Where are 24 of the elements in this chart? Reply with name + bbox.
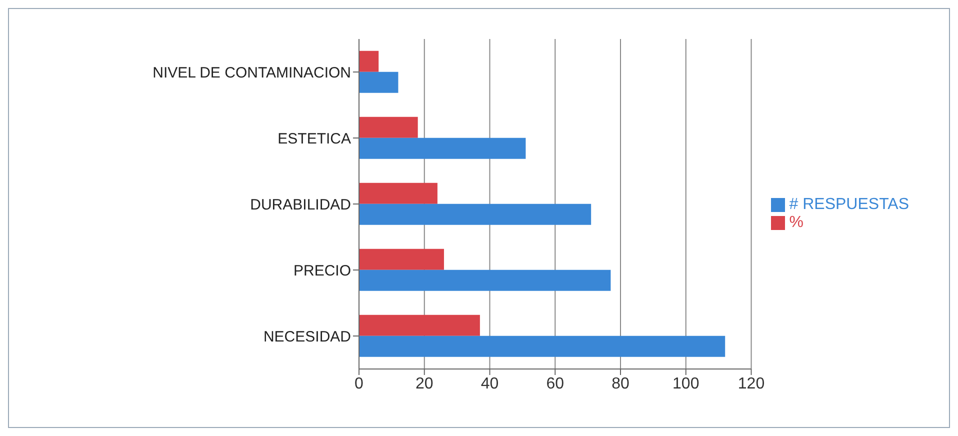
bar bbox=[359, 270, 611, 291]
y-tick-label: DURABILIDAD bbox=[250, 196, 352, 214]
y-tick-label: NECESIDAD bbox=[263, 328, 352, 346]
x-tick-label: 40 bbox=[480, 375, 499, 392]
x-tick-label: 120 bbox=[738, 375, 765, 392]
legend-label: % bbox=[789, 214, 804, 231]
x-tick-label: 20 bbox=[415, 375, 434, 392]
y-tick-label: ESTETICA bbox=[278, 130, 351, 148]
bar bbox=[359, 314, 480, 336]
bar bbox=[359, 182, 438, 204]
x-tick-label: 60 bbox=[546, 375, 564, 392]
x-tick-label: 100 bbox=[672, 375, 700, 392]
y-tick-label: NIVEL DE CONTAMINACION bbox=[152, 64, 351, 82]
bar bbox=[359, 138, 526, 159]
bar bbox=[359, 204, 592, 225]
bar bbox=[359, 336, 726, 357]
legend-label: # RESPUESTAS bbox=[789, 196, 909, 213]
x-tick-label: 0 bbox=[354, 375, 364, 392]
bar bbox=[359, 50, 379, 72]
y-tick-label: PRECIO bbox=[293, 262, 351, 280]
bar bbox=[359, 72, 398, 93]
bar bbox=[359, 248, 444, 270]
bar bbox=[359, 116, 418, 138]
x-tick-label: 80 bbox=[612, 375, 630, 392]
